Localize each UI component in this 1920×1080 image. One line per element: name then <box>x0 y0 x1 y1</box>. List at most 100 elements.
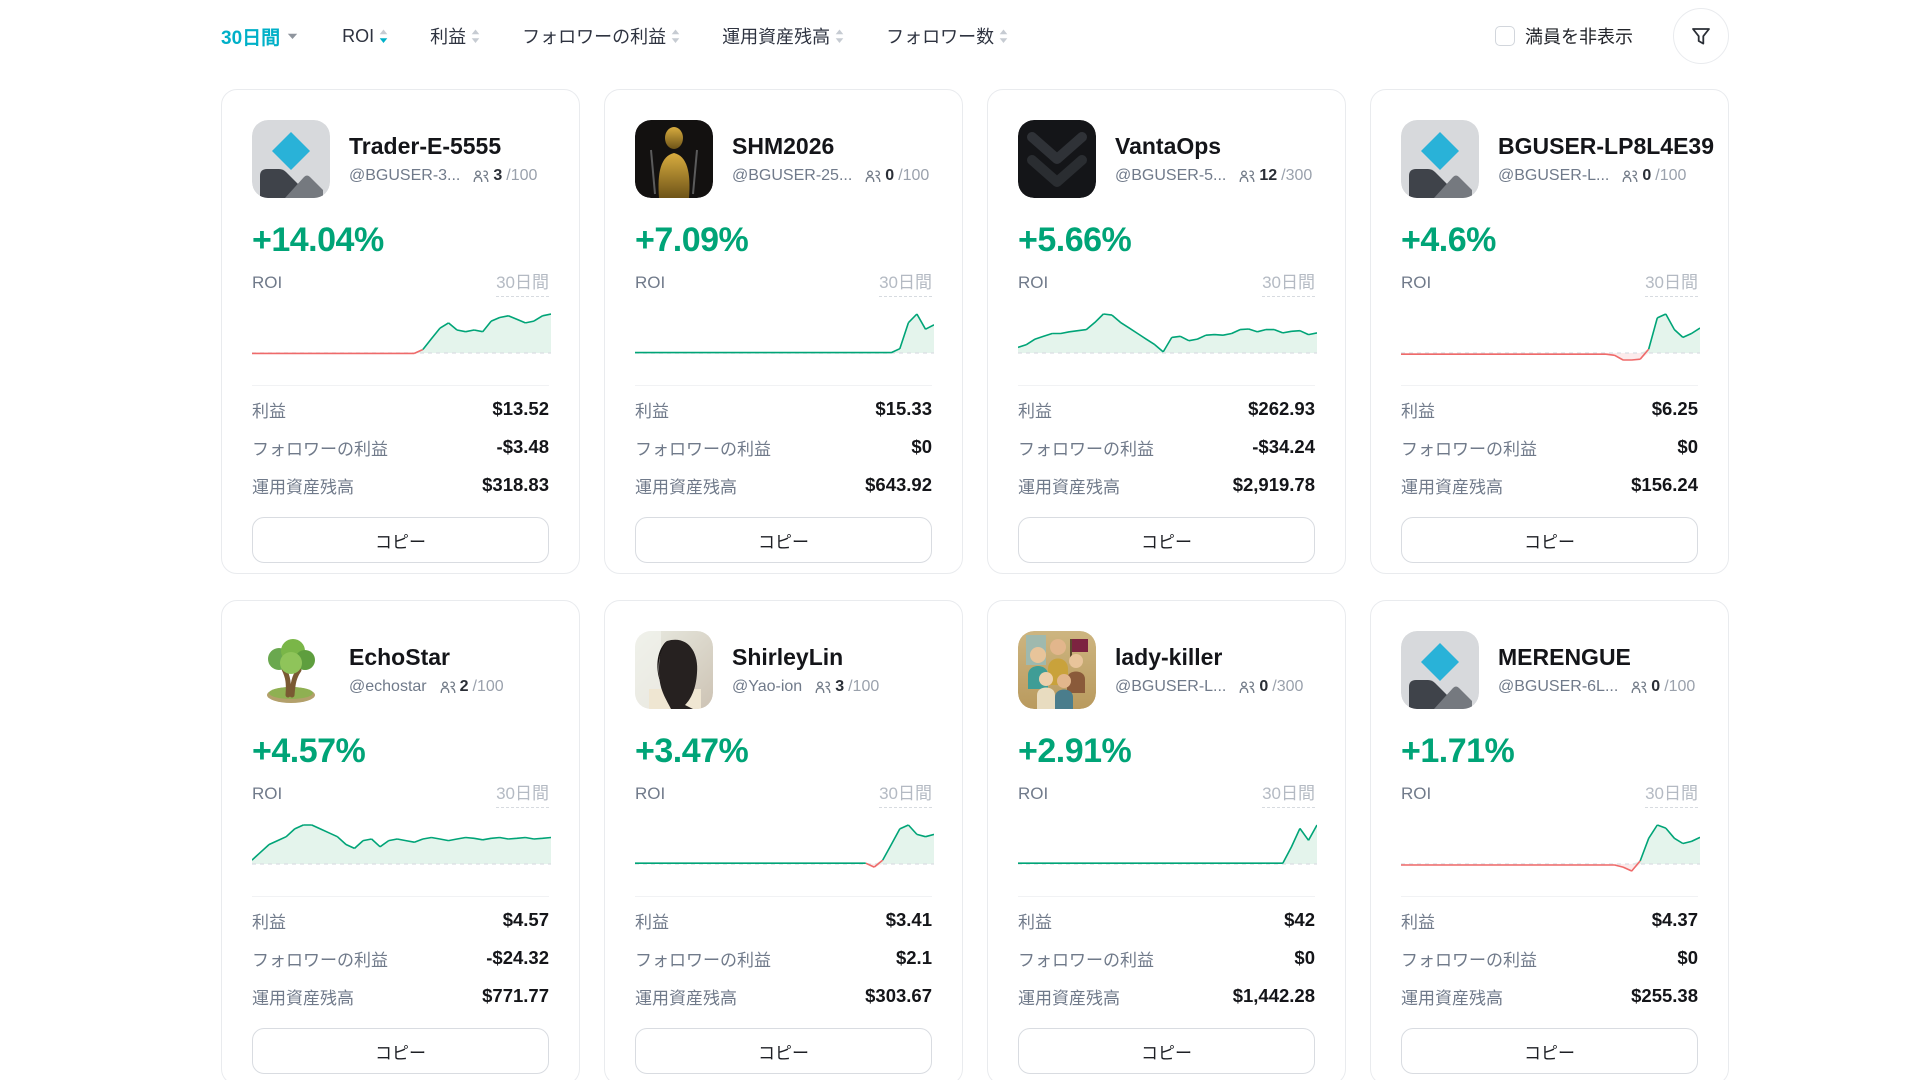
follower-capacity: 2 /100 <box>440 678 504 696</box>
follower-profit-value: -$3.48 <box>496 436 549 457</box>
trader-avatar <box>252 631 330 709</box>
profit-label: 利益 <box>635 912 669 932</box>
roi-label: ROI <box>252 272 283 292</box>
profit-value: $4.37 <box>1651 909 1698 930</box>
capacity-max: /300 <box>1272 678 1304 695</box>
capacity-max: /300 <box>1281 167 1313 184</box>
sort-option-roi[interactable]: ROI <box>342 26 388 47</box>
roi-value: +5.66% <box>1018 221 1132 259</box>
copy-button[interactable]: コピー <box>1401 1028 1698 1074</box>
aum-label: 運用資産残高 <box>1401 477 1503 497</box>
copy-button[interactable]: コピー <box>252 1028 549 1074</box>
trader-card[interactable]: ShirleyLin @Yao-ion 3 /100 <box>604 600 963 1080</box>
trader-name: ShirleyLin <box>732 644 844 670</box>
trader-card[interactable]: EchoStar @echostar 2 /100 <box>221 600 580 1080</box>
trader-card[interactable]: VantaOps @BGUSER-5... 12 /300 <box>987 89 1346 574</box>
trader-name: SHM2026 <box>732 133 835 159</box>
follower-profit-label: フォロワーの利益 <box>635 950 771 970</box>
follower-profit-label: フォロワーの利益 <box>635 439 771 459</box>
roi-label: ROI <box>252 783 283 803</box>
follower-profit-value: $0 <box>1294 947 1315 968</box>
funnel-icon <box>1692 28 1710 45</box>
roi-label: ROI <box>1018 783 1049 803</box>
follower-profit-value: -$34.24 <box>1252 436 1315 457</box>
followers-icon <box>473 169 489 182</box>
roi-sparkline-chart <box>1018 313 1317 354</box>
copy-button[interactable]: コピー <box>1401 517 1698 563</box>
follower-profit-value: $2.1 <box>895 947 932 968</box>
roi-sparkline-chart <box>252 313 551 355</box>
capacity-max: /100 <box>1664 678 1696 695</box>
copy-button[interactable]: コピー <box>635 517 932 563</box>
trader-handle: @BGUSER-5... <box>1115 167 1227 184</box>
follower-profit-label: フォロワーの利益 <box>1018 950 1154 970</box>
followers-icon <box>1622 169 1638 182</box>
roi-value: +4.6% <box>1401 221 1496 259</box>
hide-full-checkbox[interactable] <box>1495 26 1515 46</box>
aum-label: 運用資産残高 <box>635 477 737 497</box>
sort-option-label: フォロワーの利益 <box>522 27 667 47</box>
trader-card[interactable]: MERENGUE @BGUSER-6L... 0 /100 <box>1370 600 1729 1080</box>
trader-avatar <box>635 631 713 709</box>
sort-carets-icon <box>471 29 480 43</box>
trader-name: lady-killer <box>1115 644 1223 670</box>
profit-value: $4.57 <box>502 909 549 930</box>
card-period-label: 30日間 <box>1262 268 1315 297</box>
aum-label: 運用資産残高 <box>1018 477 1120 497</box>
follower-capacity: 12 /300 <box>1239 167 1312 185</box>
aum-value: $771.77 <box>482 985 549 1006</box>
sort-carets-icon <box>379 29 388 43</box>
hide-full-toggle[interactable]: 満員を非表示 <box>1495 23 1633 49</box>
trader-card-grid: Trader-E-5555 @BGUSER-3... 3 /100 <box>221 89 1729 1080</box>
aum-value: $303.67 <box>865 985 932 1006</box>
chevron-down-icon <box>287 33 298 39</box>
copy-button[interactable]: コピー <box>635 1028 932 1074</box>
sort-option-profit[interactable]: 利益 <box>430 23 480 49</box>
profit-value: $262.93 <box>1248 398 1315 419</box>
roi-label: ROI <box>1018 272 1049 292</box>
capacity-max: /100 <box>848 678 880 695</box>
capacity-current: 0 <box>885 167 895 184</box>
follower-capacity: 0 /300 <box>1239 678 1303 696</box>
follower-profit-label: フォロワーの利益 <box>252 950 388 970</box>
hide-full-label: 満員を非表示 <box>1525 27 1633 47</box>
capacity-max: /100 <box>1655 167 1687 184</box>
copy-button[interactable]: コピー <box>1018 517 1315 563</box>
capacity-current: 0 <box>1651 678 1661 695</box>
roi-value: +2.91% <box>1018 732 1132 770</box>
capacity-current: 0 <box>1259 678 1269 695</box>
followers-icon <box>865 169 881 182</box>
roi-value: +1.71% <box>1401 732 1515 770</box>
sort-options: ROI 利益 フォロワーの利益 運用資産残高 フォロワー数 <box>342 23 1008 49</box>
trader-card[interactable]: BGUSER-LP8L4E39 @BGUSER-L... 0 /100 <box>1370 89 1729 574</box>
trader-handle: @BGUSER-25... <box>732 167 853 184</box>
trader-card[interactable]: lady-killer @BGUSER-L... 0 /300 <box>987 600 1346 1080</box>
filter-button[interactable] <box>1673 8 1729 64</box>
sort-option-follower-profit[interactable]: フォロワーの利益 <box>522 23 680 49</box>
roi-sparkline-chart <box>1401 313 1700 361</box>
capacity-current: 12 <box>1259 167 1278 184</box>
profit-value: $6.25 <box>1651 398 1698 419</box>
trader-avatar <box>1018 120 1096 198</box>
trader-card[interactable]: Trader-E-5555 @BGUSER-3... 3 /100 <box>221 89 580 574</box>
follower-profit-value: $0 <box>1677 436 1698 457</box>
sort-option-aum[interactable]: 運用資産残高 <box>722 23 844 49</box>
sort-carets-icon <box>835 29 844 43</box>
sort-option-followers[interactable]: フォロワー数 <box>886 23 1008 49</box>
copy-button[interactable]: コピー <box>1018 1028 1315 1074</box>
aum-value: $643.92 <box>865 474 932 495</box>
capacity-current: 0 <box>1642 167 1652 184</box>
aum-label: 運用資産残高 <box>252 988 354 1008</box>
trader-name: EchoStar <box>349 644 450 670</box>
follower-profit-value: $0 <box>1677 947 1698 968</box>
copy-button[interactable]: コピー <box>252 517 549 563</box>
follower-capacity: 0 /100 <box>1622 167 1686 185</box>
aum-value: $255.38 <box>1631 985 1698 1006</box>
roi-value: +3.47% <box>635 732 749 770</box>
trader-handle: @BGUSER-L... <box>1498 167 1610 184</box>
followers-icon <box>440 680 456 693</box>
trader-card[interactable]: SHM2026 @BGUSER-25... 0 /100 <box>604 89 963 574</box>
sort-toolbar: 30日間 ROI 利益 フォロワーの利益 運用資産残高 フォロワー数 満員を非表示 <box>221 0 1729 64</box>
period-dropdown[interactable]: 30日間 <box>221 23 298 50</box>
roi-value: +14.04% <box>252 221 384 259</box>
